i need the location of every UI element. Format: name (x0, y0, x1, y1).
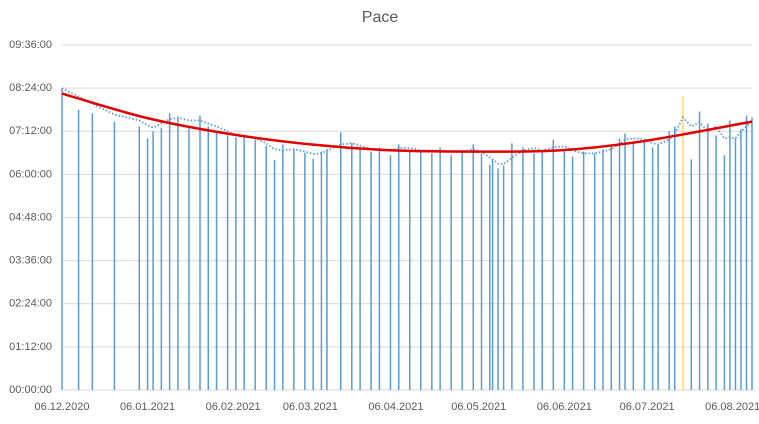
bar (624, 133, 626, 391)
bar (745, 115, 748, 390)
y-tick-label: 06:00:00 (9, 168, 52, 180)
bar (632, 141, 635, 390)
y-tick-label: 02:24:00 (9, 298, 52, 310)
bar (502, 165, 505, 390)
bar (723, 155, 726, 390)
bar (397, 144, 400, 390)
bar (378, 147, 381, 390)
bar (643, 139, 646, 390)
bar (265, 145, 267, 390)
bar (113, 121, 116, 391)
bar (91, 113, 94, 390)
bar (207, 126, 210, 390)
bar (359, 147, 361, 390)
bar (533, 153, 535, 390)
bar (439, 147, 441, 390)
bar (77, 109, 80, 390)
x-tick-label: 06.04.2021 (368, 401, 423, 413)
bar (254, 139, 256, 390)
bar (657, 144, 659, 390)
bar (610, 145, 612, 390)
bar (304, 152, 306, 390)
bar (326, 149, 328, 390)
bar (199, 115, 201, 390)
bar (673, 126, 676, 390)
bar (340, 132, 342, 390)
x-tick-label: 06.02.2021 (206, 401, 261, 413)
trend-line (61, 92, 753, 153)
bar (593, 153, 596, 390)
bar (273, 160, 276, 390)
bar (582, 151, 585, 390)
x-tick-label: 06.03.2021 (283, 401, 338, 413)
bar (235, 137, 237, 390)
bar (472, 144, 474, 390)
x-tick-label: 06.07.2021 (620, 401, 675, 413)
bar (138, 126, 141, 390)
y-tick-label: 01:12:00 (9, 341, 52, 353)
y-tick-label: 04:48:00 (9, 211, 52, 223)
bar (450, 155, 452, 390)
bar (431, 153, 433, 390)
bar (215, 131, 218, 390)
moving-average-line (61, 87, 753, 166)
bar (282, 144, 284, 390)
bar (389, 155, 392, 390)
x-tick-label: 06.12.2020 (34, 401, 89, 413)
bar (168, 113, 171, 390)
bar (651, 147, 654, 390)
bar (243, 134, 245, 390)
bar (602, 149, 604, 390)
bar (618, 138, 621, 390)
bar (740, 129, 742, 390)
bar (491, 159, 494, 390)
x-tick-label: 06.01.2021 (120, 401, 175, 413)
bar (690, 159, 693, 390)
bar (522, 147, 524, 390)
bar (188, 128, 190, 391)
bar (293, 149, 295, 390)
bar (541, 150, 543, 390)
bar (489, 164, 491, 390)
bar (226, 135, 229, 390)
bar (497, 168, 499, 390)
bar (698, 111, 701, 390)
chart-title: Pace (362, 9, 399, 26)
bar (668, 131, 670, 390)
bar (351, 143, 353, 390)
bar (552, 139, 555, 390)
x-tick-label: 06.05.2021 (451, 401, 506, 413)
bar (152, 131, 154, 390)
bar (511, 143, 513, 390)
bar (751, 117, 753, 390)
bar (715, 135, 717, 390)
y-tick-label: 03:36:00 (9, 255, 52, 267)
bar (707, 123, 709, 391)
bar (734, 138, 737, 390)
bar (682, 95, 684, 390)
bar (729, 120, 731, 390)
bar (480, 153, 483, 390)
bar (146, 138, 149, 390)
bar (420, 150, 422, 390)
bar (563, 149, 566, 390)
bar (177, 117, 179, 390)
y-tick-label: 09:36:00 (9, 39, 52, 51)
bar (320, 151, 323, 390)
bar (312, 158, 314, 390)
bar (160, 127, 163, 390)
y-tick-label: 08:24:00 (9, 82, 52, 94)
y-tick-label: 00:00:00 (9, 384, 52, 396)
bar (461, 151, 463, 390)
x-tick-label: 06.06.2021 (537, 401, 592, 413)
y-tick-label: 07:12:00 (9, 125, 52, 137)
bar (409, 151, 411, 390)
bar (370, 151, 372, 390)
bar (571, 156, 574, 390)
x-tick-label: 06.08.2021 (705, 401, 759, 413)
bar (61, 88, 63, 390)
